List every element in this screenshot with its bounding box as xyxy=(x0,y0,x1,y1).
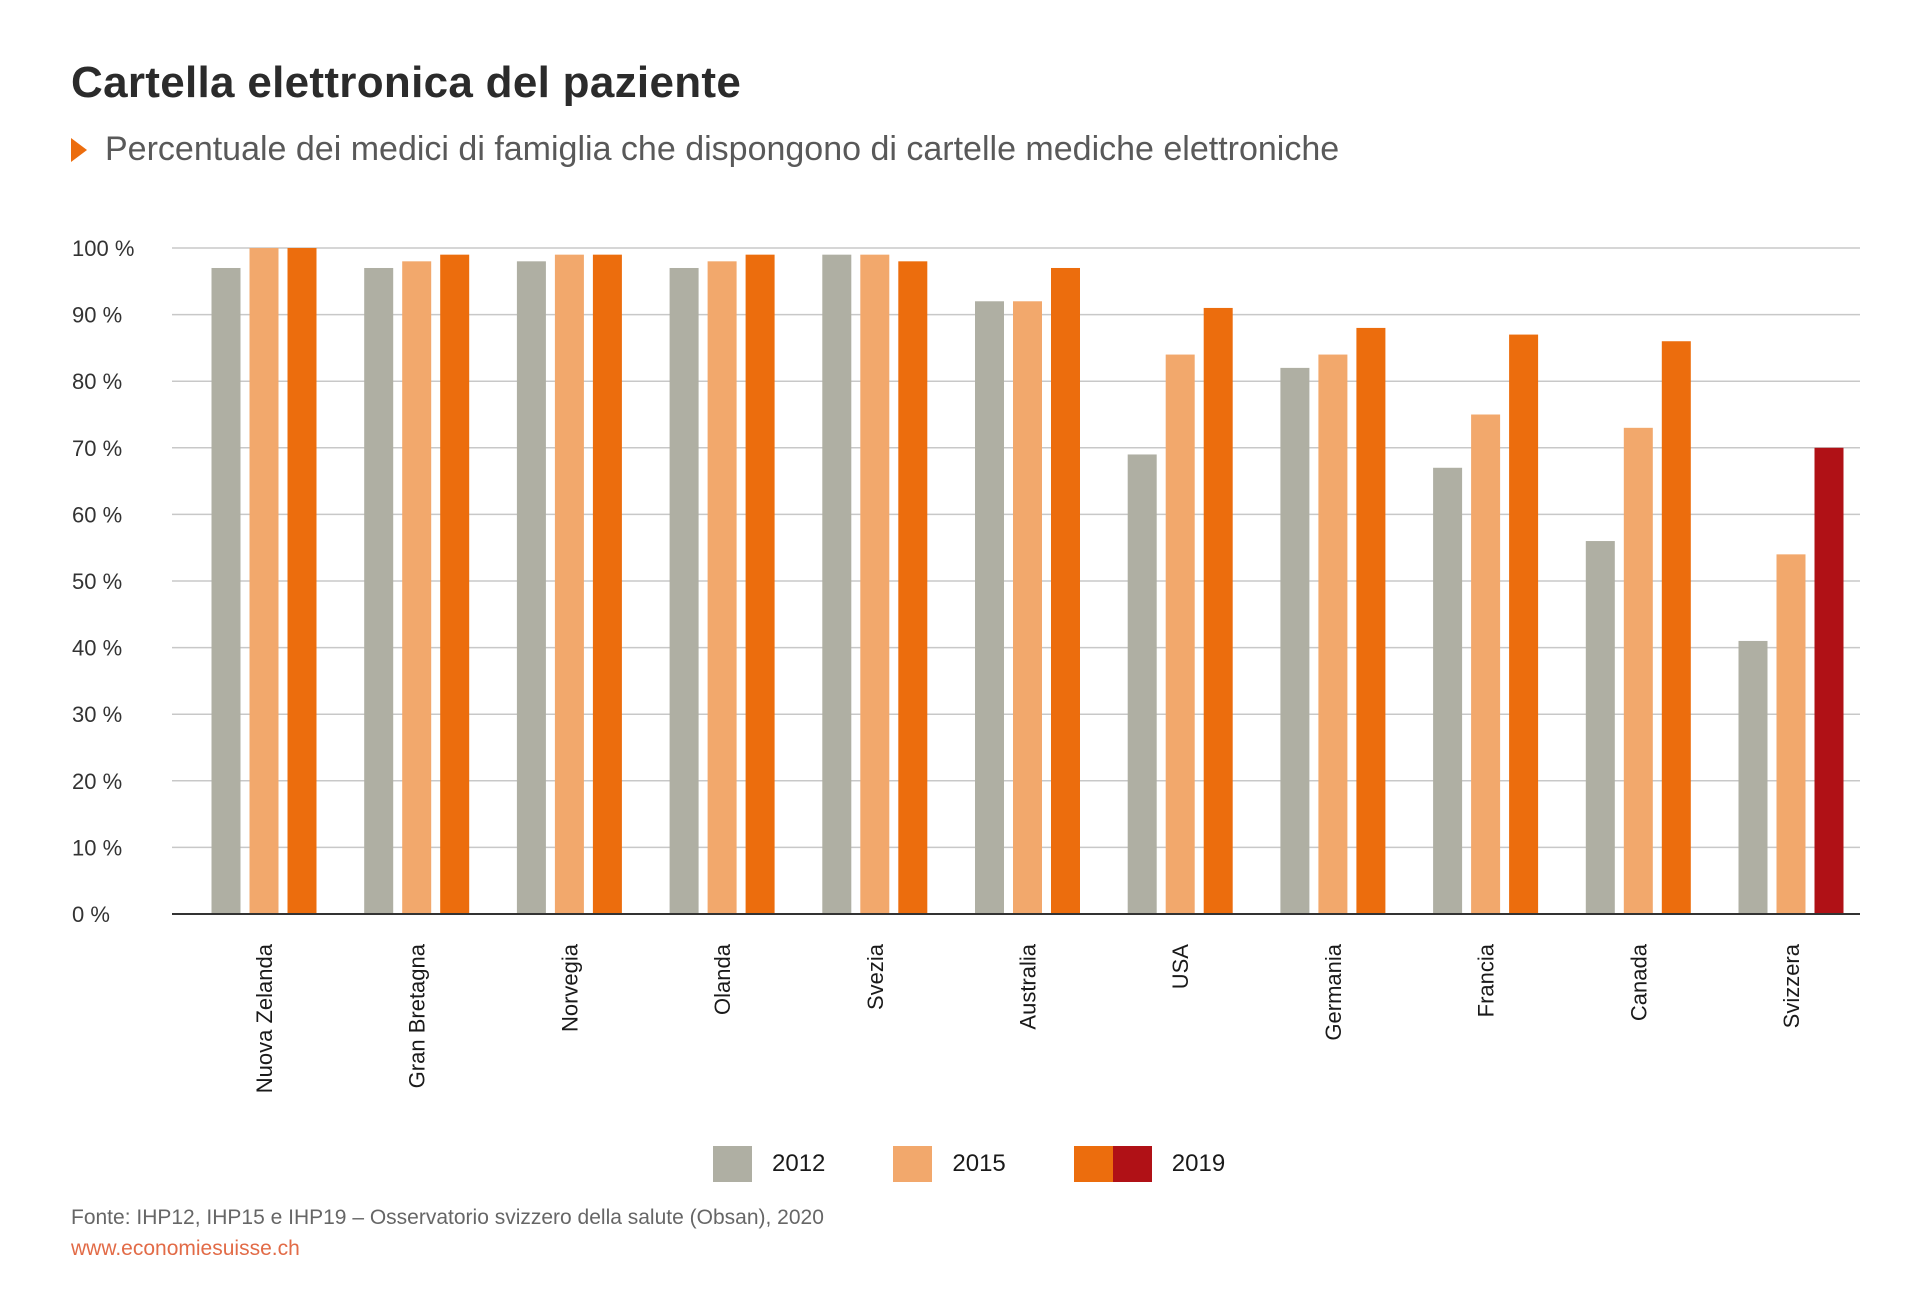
x-tick-label: Svezia xyxy=(863,943,888,1010)
x-tick-label: USA xyxy=(1168,944,1193,990)
bar-2012 xyxy=(1127,454,1157,914)
bar-2015 xyxy=(860,254,890,914)
y-tick-label: 70 % xyxy=(72,436,122,461)
bar-2012 xyxy=(364,267,394,915)
bar-2015 xyxy=(249,248,279,914)
bar-2015 xyxy=(1318,354,1348,914)
bars xyxy=(211,248,1844,915)
bar-2019 xyxy=(898,261,928,914)
subtitle-row: Percentuale dei medici di famiglia che d… xyxy=(71,130,1339,169)
legend-item-2015: 2015 xyxy=(893,1146,1006,1182)
x-tick-label: Olanda xyxy=(710,943,735,1015)
bar-2019 xyxy=(287,248,317,914)
legend-label-2012: 2012 xyxy=(772,1150,826,1177)
y-tick-label: 10 % xyxy=(72,835,122,860)
y-tick-label: 90 % xyxy=(72,303,122,328)
bar-2019 xyxy=(745,254,775,914)
bar-2012 xyxy=(1585,541,1615,914)
y-tick-label: 40 % xyxy=(72,636,122,661)
bar-chart: 0 % 10 % 20 % 30 % 40 % 50 % 60 % 70 % 80 % 90 % 1… xyxy=(72,236,1860,1093)
bar-2019 xyxy=(1051,267,1080,915)
legend-swatch-2019 xyxy=(1073,1146,1152,1182)
legend-swatch-2012 xyxy=(713,1146,752,1182)
chart-subtitle: Percentuale dei medici di famiglia che d… xyxy=(105,130,1340,168)
bar-2019 xyxy=(1356,327,1386,914)
chart-title: Cartella elettronica del paziente xyxy=(71,58,742,107)
bar-2015 xyxy=(1013,301,1042,914)
y-tick-label: 60 % xyxy=(72,502,122,527)
legend-label-2019: 2019 xyxy=(1171,1150,1226,1177)
y-tick-label: 20 % xyxy=(72,769,122,794)
bar-2012 xyxy=(1280,367,1310,914)
bar-2015 xyxy=(1623,427,1653,914)
bar-2019 xyxy=(440,254,470,914)
bar-2012 xyxy=(516,261,546,914)
bar-2019 xyxy=(1814,447,1844,914)
bar-2012 xyxy=(822,254,852,914)
x-tick-label: Norvegia xyxy=(557,943,582,1032)
bar-2019 xyxy=(1661,341,1691,914)
triangle-right-icon xyxy=(71,137,87,162)
legend: 2012 2015 2019 xyxy=(713,1146,1293,1182)
bar-2015 xyxy=(554,254,584,914)
website-link[interactable]: www.economiesuisse.ch xyxy=(71,1237,300,1260)
bar-2012 xyxy=(1738,640,1768,914)
legend-swatch-2015 xyxy=(893,1146,933,1182)
source-note: Fonte: IHP12, IHP15 e IHP19 – Osservator… xyxy=(71,1206,824,1229)
bar-2019 xyxy=(592,254,622,914)
x-tick-label: Francia xyxy=(1474,943,1499,1017)
legend-item-2012: 2012 xyxy=(713,1146,825,1182)
bar-2012 xyxy=(211,267,241,915)
bar-2019 xyxy=(1509,334,1539,915)
x-tick-label: Nuova Zelanda xyxy=(252,943,277,1093)
bar-2012 xyxy=(1433,467,1463,914)
bar-2015 xyxy=(1165,354,1195,914)
x-tick-label: Canada xyxy=(1626,943,1651,1021)
y-axis-tick-labels: 0 % 10 % 20 % 30 % 40 % 50 % 60 % 70 % 80 % 90 % 1… xyxy=(72,236,134,927)
y-tick-label: 80 % xyxy=(72,369,122,394)
y-tick-label: 100 % xyxy=(72,236,134,261)
y-tick-label: 0 % xyxy=(72,902,110,927)
bar-2015 xyxy=(402,261,432,914)
bar-2012 xyxy=(669,267,699,915)
x-tick-label: Gran Bretagna xyxy=(405,943,430,1088)
bar-2015 xyxy=(1776,554,1806,914)
legend-label-2015: 2015 xyxy=(952,1150,1006,1177)
bar-2019 xyxy=(1203,307,1233,914)
bar-2012 xyxy=(975,301,1004,914)
x-tick-label: Australia xyxy=(1016,943,1041,1029)
bar-2015 xyxy=(707,261,737,914)
legend-item-2019: 2019 xyxy=(1073,1146,1226,1182)
y-tick-label: 50 % xyxy=(72,569,122,594)
x-tick-label: Svizzera xyxy=(1779,943,1804,1028)
y-tick-label: 30 % xyxy=(72,702,122,727)
x-tick-label: Germania xyxy=(1321,943,1346,1040)
x-axis-category-labels: Nuova Zelanda Gran Bretagna Norvegia Olanda… xyxy=(252,943,1804,1093)
bar-2015 xyxy=(1471,414,1501,914)
